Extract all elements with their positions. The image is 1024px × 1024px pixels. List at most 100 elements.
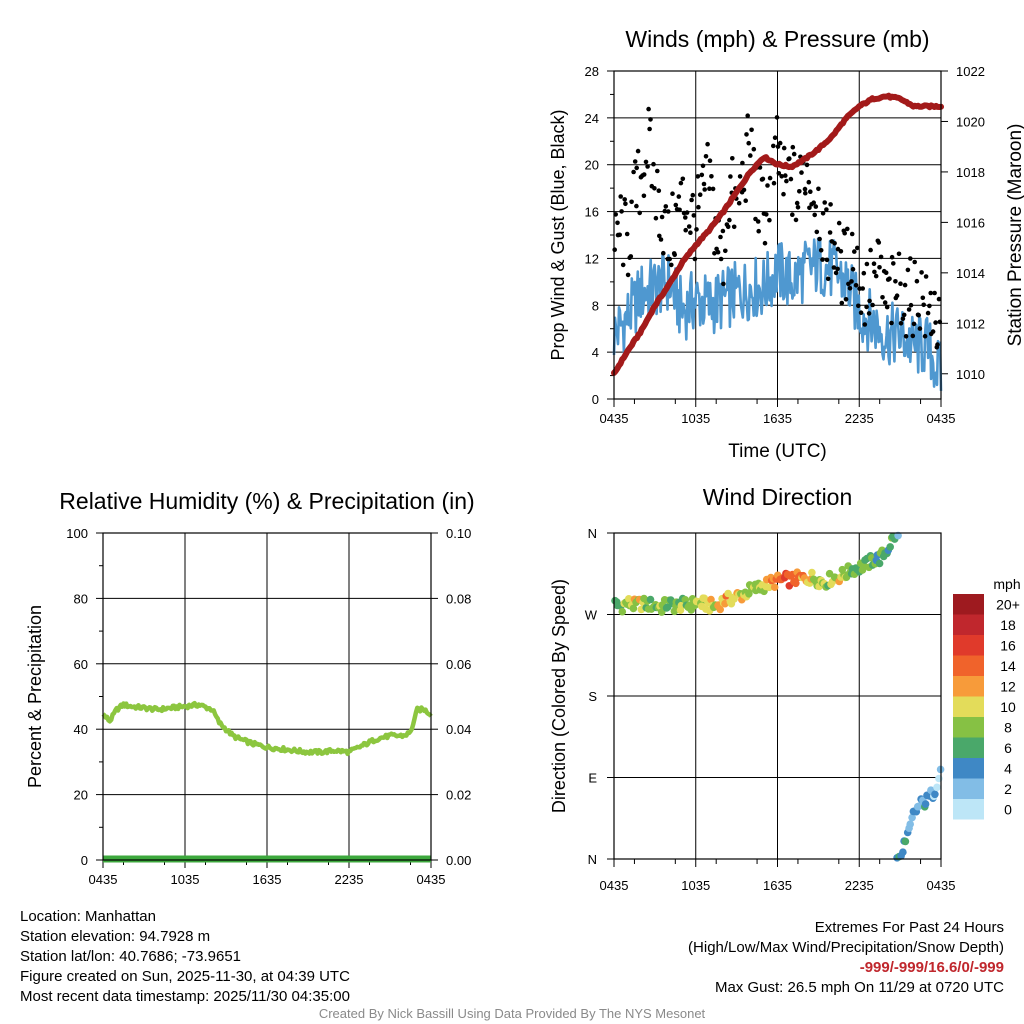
direction-point [618,607,627,616]
gust-point [736,200,742,206]
y-tick-label-winds: 16 [585,205,599,220]
gust-point [812,212,817,218]
gust-point [731,224,737,230]
gust-point [648,117,653,122]
legend-swatch [953,635,984,656]
series-pressure-line [611,92,944,376]
legend-swatch [953,696,984,717]
gust-point [896,251,902,257]
gust-point [871,261,877,267]
gust-point [710,186,716,192]
gust-point [618,194,623,199]
y-tick-label-humidity: 40 [74,722,88,737]
gust-point [843,297,849,302]
gust-point [858,310,864,316]
gust-point [862,322,868,327]
gust-point [868,247,873,253]
gust-point [646,106,651,112]
gust-point [666,209,671,214]
legend-swatch [953,778,984,799]
gust-point [764,212,769,217]
gust-point [697,192,703,197]
gust-point [689,197,694,203]
gust-point [914,278,920,284]
gust-point [684,210,690,215]
chart-title-direction: Wind Direction [703,484,853,510]
gust-point [771,180,777,186]
gust-point [919,270,924,275]
y-right-tick-label-humidity: 0.00 [446,853,471,868]
gust-point [791,151,797,157]
gust-point [818,248,824,253]
direction-point [886,543,894,551]
chart-title-winds: Winds (mph) & Pressure (mb) [625,26,929,52]
legend-label: 4 [1004,760,1012,776]
gust-point [925,310,931,316]
x-tick-label-winds: 2235 [845,411,874,426]
gust-point [690,192,696,198]
legend-label: 8 [1004,719,1012,735]
gust-point [718,234,723,240]
gust-point [659,214,665,220]
gust-point [878,254,884,260]
gust-point [794,200,800,206]
gust-point [615,220,620,226]
direction-point [931,790,939,799]
direction-point [933,783,941,792]
y-tick-label-humidity: 80 [74,591,88,606]
series-prop-wind-line [612,237,943,391]
gust-point [793,217,799,223]
gust-point [774,115,780,120]
gust-point [703,154,709,159]
y-right-tick-label-winds: 1016 [956,215,985,230]
gust-point [619,209,624,214]
gust-point [873,273,879,279]
y-right-tick-label-humidity: 0.04 [446,722,471,737]
station-elevation: Station elevation: 94.7928 m [20,928,211,945]
gust-point [880,295,885,300]
extremes-subtitle: (High/Low/Max Wind/Precipitation/Snow De… [688,939,1004,956]
y-axis-label-direction: Direction (Colored By Speed) [549,579,569,813]
gust-point [901,312,907,318]
gust-point [906,307,912,312]
direction-point [875,559,884,568]
plot-frame-winds [613,70,942,400]
gust-point [680,176,686,182]
y-right-tick-label-winds: 1014 [956,266,985,281]
gust-point [864,261,870,267]
gust-point [900,316,906,322]
gust-point [727,217,732,223]
x-tick-label-direction: 1635 [763,878,792,893]
gust-point [842,230,847,236]
gust-point [705,141,710,147]
gust-point [814,229,820,235]
gust-point [632,159,638,164]
gust-point [730,156,735,161]
gust-point [756,228,761,234]
gust-point [811,200,816,205]
gust-point [783,173,788,178]
gust-point [700,163,706,169]
gust-point [898,321,904,326]
legend-swatch [953,614,984,635]
gust-point [624,231,630,237]
x-tick-label-humidity: 2235 [335,872,364,887]
gust-point [741,187,747,193]
gust-point [795,205,801,210]
y-right-tick-label-winds: 1018 [956,165,985,180]
gust-point [912,259,917,265]
gust-point [647,126,652,132]
gust-point [696,204,701,210]
legend-label: 0 [1004,801,1012,817]
gust-point [620,262,626,268]
gust-point [861,270,867,276]
gust-point [790,212,795,217]
direction-point [899,848,907,856]
gust-point [628,254,634,259]
gust-point [839,300,845,306]
gust-point [825,276,831,282]
gust-point [850,266,856,272]
gust-point [702,187,707,192]
direction-point [792,579,800,588]
direction-point [625,595,633,603]
